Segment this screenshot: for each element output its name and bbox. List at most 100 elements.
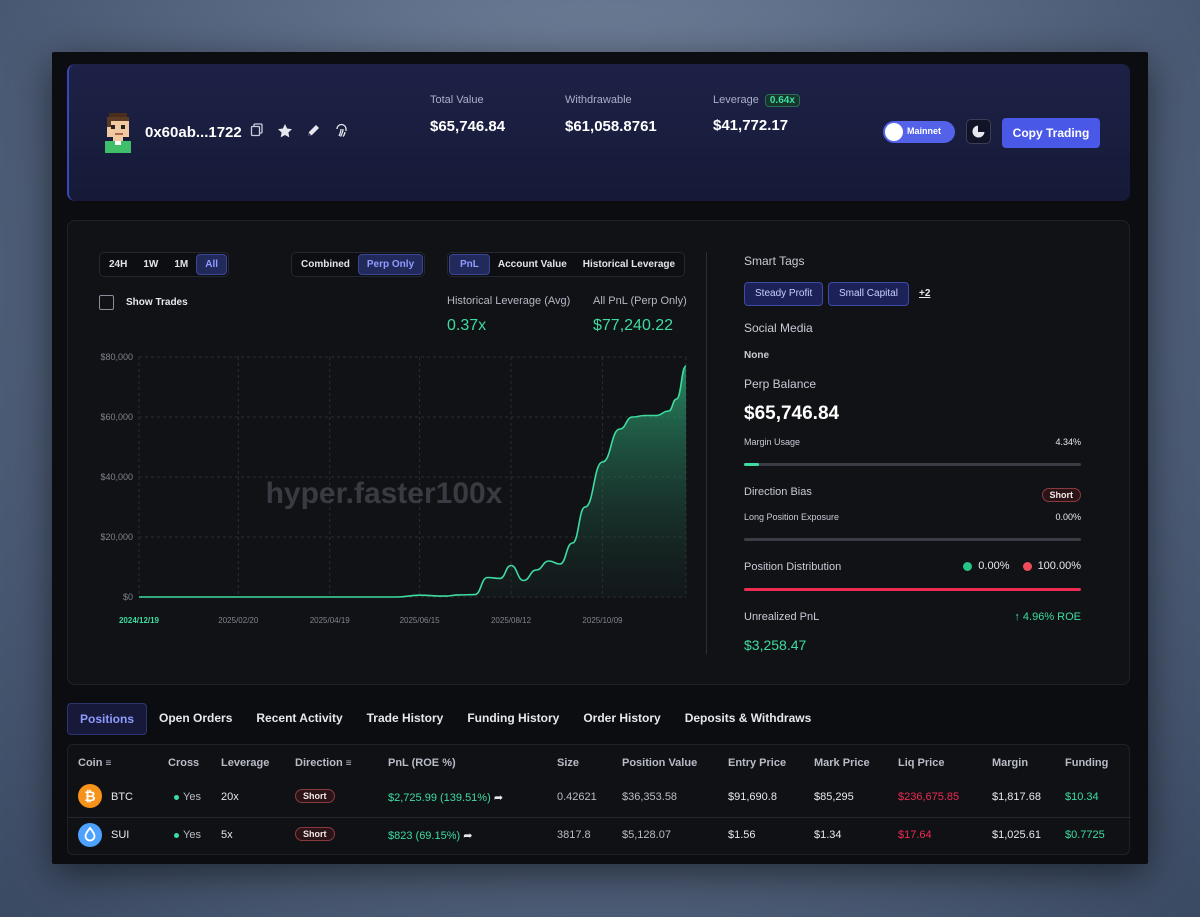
wallet-header: 0x60ab...1722 Total Value $65,746.84 Wit… <box>67 64 1130 201</box>
edit-pencil-icon[interactable] <box>305 123 321 139</box>
tab-trade-history[interactable]: Trade History <box>366 711 444 725</box>
unrealized-pnl-value: $3,258.47 <box>744 637 807 653</box>
unrealized-pnl-label: Unrealized PnL <box>744 611 820 623</box>
sui-coin-icon <box>78 823 102 847</box>
smart-tags-title: Smart Tags <box>744 254 805 268</box>
fingerprint-icon[interactable] <box>333 123 349 139</box>
x-tick-label: 2025/10/09 <box>582 616 623 625</box>
copy-trading-button[interactable]: Copy Trading <box>1002 118 1100 148</box>
withdrawable-value: $61,058.8761 <box>565 118 657 135</box>
pnl-value: $2,725.99 (139.51%) ➦ <box>388 792 504 804</box>
leverage-stat: Leverage 0.64x $41,772.17 <box>713 94 800 134</box>
col-leverage: Leverage <box>221 757 270 769</box>
withdrawable-label: Withdrawable <box>565 94 632 106</box>
col-coin[interactable]: Coin ≡ <box>78 757 112 769</box>
x-tick-label: 2025/06/15 <box>400 616 441 625</box>
copy-icon[interactable] <box>249 123 265 139</box>
mode-selector: Combined Perp Only <box>291 252 426 277</box>
margin-usage-label: Margin Usage <box>744 437 801 447</box>
btc-coin-icon: ₿ <box>78 784 102 808</box>
margin-usage-bar <box>744 463 1081 466</box>
liq-price: $17.64 <box>898 829 932 841</box>
tag-small-capital[interactable]: Small Capital <box>828 282 909 306</box>
positions-table: Coin ≡ Cross Leverage Direction ≡ PnL (R… <box>67 744 1131 855</box>
size-value: 3817.8 <box>557 829 591 841</box>
col-cross: Cross <box>168 757 200 769</box>
range-24h[interactable]: 24H <box>109 259 128 270</box>
funding-value: $10.34 <box>1065 791 1099 803</box>
star-icon[interactable] <box>277 123 293 139</box>
total-value: $65,746.84 <box>430 118 506 135</box>
y-tick-label: $80,000 <box>100 352 133 362</box>
svg-text:₿: ₿ <box>84 789 95 805</box>
leverage-value: $41,772.17 <box>713 117 789 134</box>
position-value: $36,353.58 <box>622 791 678 803</box>
tab-recent-activity[interactable]: Recent Activity <box>256 711 343 725</box>
y-tick-label: $40,000 <box>100 472 133 482</box>
position-distribution-label: Position Distribution <box>744 561 842 573</box>
sort-icon[interactable]: ≡ <box>345 758 352 769</box>
tab-funding-history[interactable]: Funding History <box>467 711 560 725</box>
position-distribution-values: 0.00% 100.00% <box>938 560 1081 572</box>
pixel-avatar <box>105 113 131 153</box>
x-tick-label: 2025/08/12 <box>491 616 532 625</box>
pnl-chart: hyper.faster100x $0 $20,000 $40,000 $60,000… <box>100 352 687 625</box>
y-tick-label: $20,000 <box>100 532 133 542</box>
pie-chart-icon <box>972 123 987 138</box>
direction-badge: Short <box>295 827 335 841</box>
range-all[interactable]: All <box>196 254 228 275</box>
dist-short: 100.00% <box>1037 560 1081 572</box>
x-tick-label: 2025/04/19 <box>310 616 351 625</box>
tab-open-orders[interactable]: Open Orders <box>159 711 233 725</box>
tab-deposits-withdraws[interactable]: Deposits & Withdraws <box>684 711 812 725</box>
network-toggle[interactable]: Mainnet <box>883 121 955 143</box>
entry-price: $1.56 <box>728 829 756 841</box>
mark-price: $85,295 <box>814 791 854 803</box>
all-pnl-kpi: All PnL (Perp Only) $77,240.22 <box>593 295 687 335</box>
metric-historical-leverage[interactable]: Historical Leverage <box>582 259 676 270</box>
more-tags-link[interactable]: +2 <box>919 288 931 299</box>
network-toggle-label: Mainnet <box>907 126 942 136</box>
metric-account-value[interactable]: Account Value <box>497 259 567 270</box>
portfolio-pie-button[interactable] <box>966 119 991 144</box>
margin-value: $1,025.61 <box>992 829 1041 841</box>
leverage-value: 20x <box>221 791 239 803</box>
social-media-title: Social Media <box>744 321 813 335</box>
withdrawable-stat: Withdrawable $61,058.8761 <box>565 94 657 135</box>
range-1w[interactable]: 1W <box>143 259 159 270</box>
tag-steady-profit[interactable]: Steady Profit <box>744 282 824 306</box>
tab-positions[interactable]: Positions <box>67 703 148 735</box>
direction-badge: Short <box>295 789 335 803</box>
y-tick-label: $0 <box>123 592 133 602</box>
mode-combined[interactable]: Combined <box>301 259 350 270</box>
sort-icon[interactable]: ≡ <box>105 758 112 769</box>
liq-price: $236,675.85 <box>898 791 960 803</box>
perp-balance-value: $65,746.84 <box>744 403 840 424</box>
positions-tabs: Positions Open Orders Recent Activity Tr… <box>67 703 1130 735</box>
range-1m[interactable]: 1M <box>174 259 189 270</box>
app-window: 0x60ab...1722 Total Value $65,746.84 Wit… <box>52 52 1148 864</box>
share-arrow-icon[interactable]: ➦ <box>463 830 473 842</box>
col-entry-price: Entry Price <box>728 757 787 769</box>
dist-long: 0.00% <box>978 560 1010 572</box>
margin-value: $1,817.68 <box>992 791 1041 803</box>
social-media-value: None <box>744 350 769 361</box>
funding-value: $0.7725 <box>1065 829 1105 841</box>
share-arrow-icon[interactable]: ➦ <box>493 792 504 804</box>
show-trades-checkbox[interactable] <box>99 295 114 310</box>
entry-price: $91,690.8 <box>728 791 777 803</box>
long-exposure-label: Long Position Exposure <box>744 512 840 522</box>
position-value: $5,128.07 <box>622 829 671 841</box>
col-funding: Funding <box>1065 757 1109 769</box>
cross-value: Yes <box>174 829 201 841</box>
long-dot <box>963 561 973 571</box>
tab-order-history[interactable]: Order History <box>583 711 661 725</box>
col-direction[interactable]: Direction ≡ <box>295 757 352 769</box>
perp-balance-title: Perp Balance <box>744 377 817 391</box>
hist-leverage-value: 0.37x <box>447 317 487 334</box>
mode-perp-only[interactable]: Perp Only <box>357 254 424 275</box>
metric-pnl[interactable]: PnL <box>449 254 490 275</box>
roe-value: ↑ 4.96% ROE <box>1014 611 1081 623</box>
time-range-selector: 24H 1W 1M All <box>99 252 230 277</box>
x-tick-label: 2025/02/20 <box>218 616 259 625</box>
